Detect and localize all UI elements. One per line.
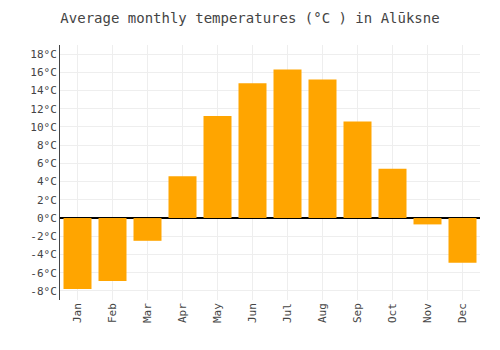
svg-text:Sep: Sep <box>351 303 364 323</box>
svg-text:Apr: Apr <box>176 303 189 323</box>
svg-text:-2°C: -2°C <box>30 230 57 243</box>
svg-text:Nov: Nov <box>421 303 434 323</box>
svg-text:Aug: Aug <box>316 303 329 323</box>
svg-text:14°C: 14°C <box>30 84 57 97</box>
svg-text:Oct: Oct <box>386 303 399 323</box>
svg-text:6°C: 6°C <box>37 157 57 170</box>
svg-text:12°C: 12°C <box>30 103 57 116</box>
svg-text:16°C: 16°C <box>30 66 57 79</box>
svg-text:10°C: 10°C <box>30 121 57 134</box>
svg-text:0°C: 0°C <box>37 212 57 225</box>
svg-text:2°C: 2°C <box>37 194 57 207</box>
svg-text:Mar: Mar <box>141 303 154 323</box>
svg-text:-6°C: -6°C <box>30 267 57 280</box>
svg-text:4°C: 4°C <box>37 175 57 188</box>
svg-text:Jul: Jul <box>281 303 294 323</box>
svg-text:-4°C: -4°C <box>30 248 57 261</box>
svg-text:Jun: Jun <box>246 303 259 323</box>
svg-text:-8°C: -8°C <box>30 285 57 298</box>
svg-text:18°C: 18°C <box>30 48 57 61</box>
svg-text:8°C: 8°C <box>37 139 57 152</box>
svg-text:May: May <box>211 303 224 323</box>
svg-text:Average monthly temperatures (: Average monthly temperatures (°C ) in Al… <box>60 10 439 26</box>
svg-text:Jan: Jan <box>71 303 84 323</box>
svg-text:Feb: Feb <box>106 303 119 323</box>
svg-text:Dec: Dec <box>456 303 469 323</box>
